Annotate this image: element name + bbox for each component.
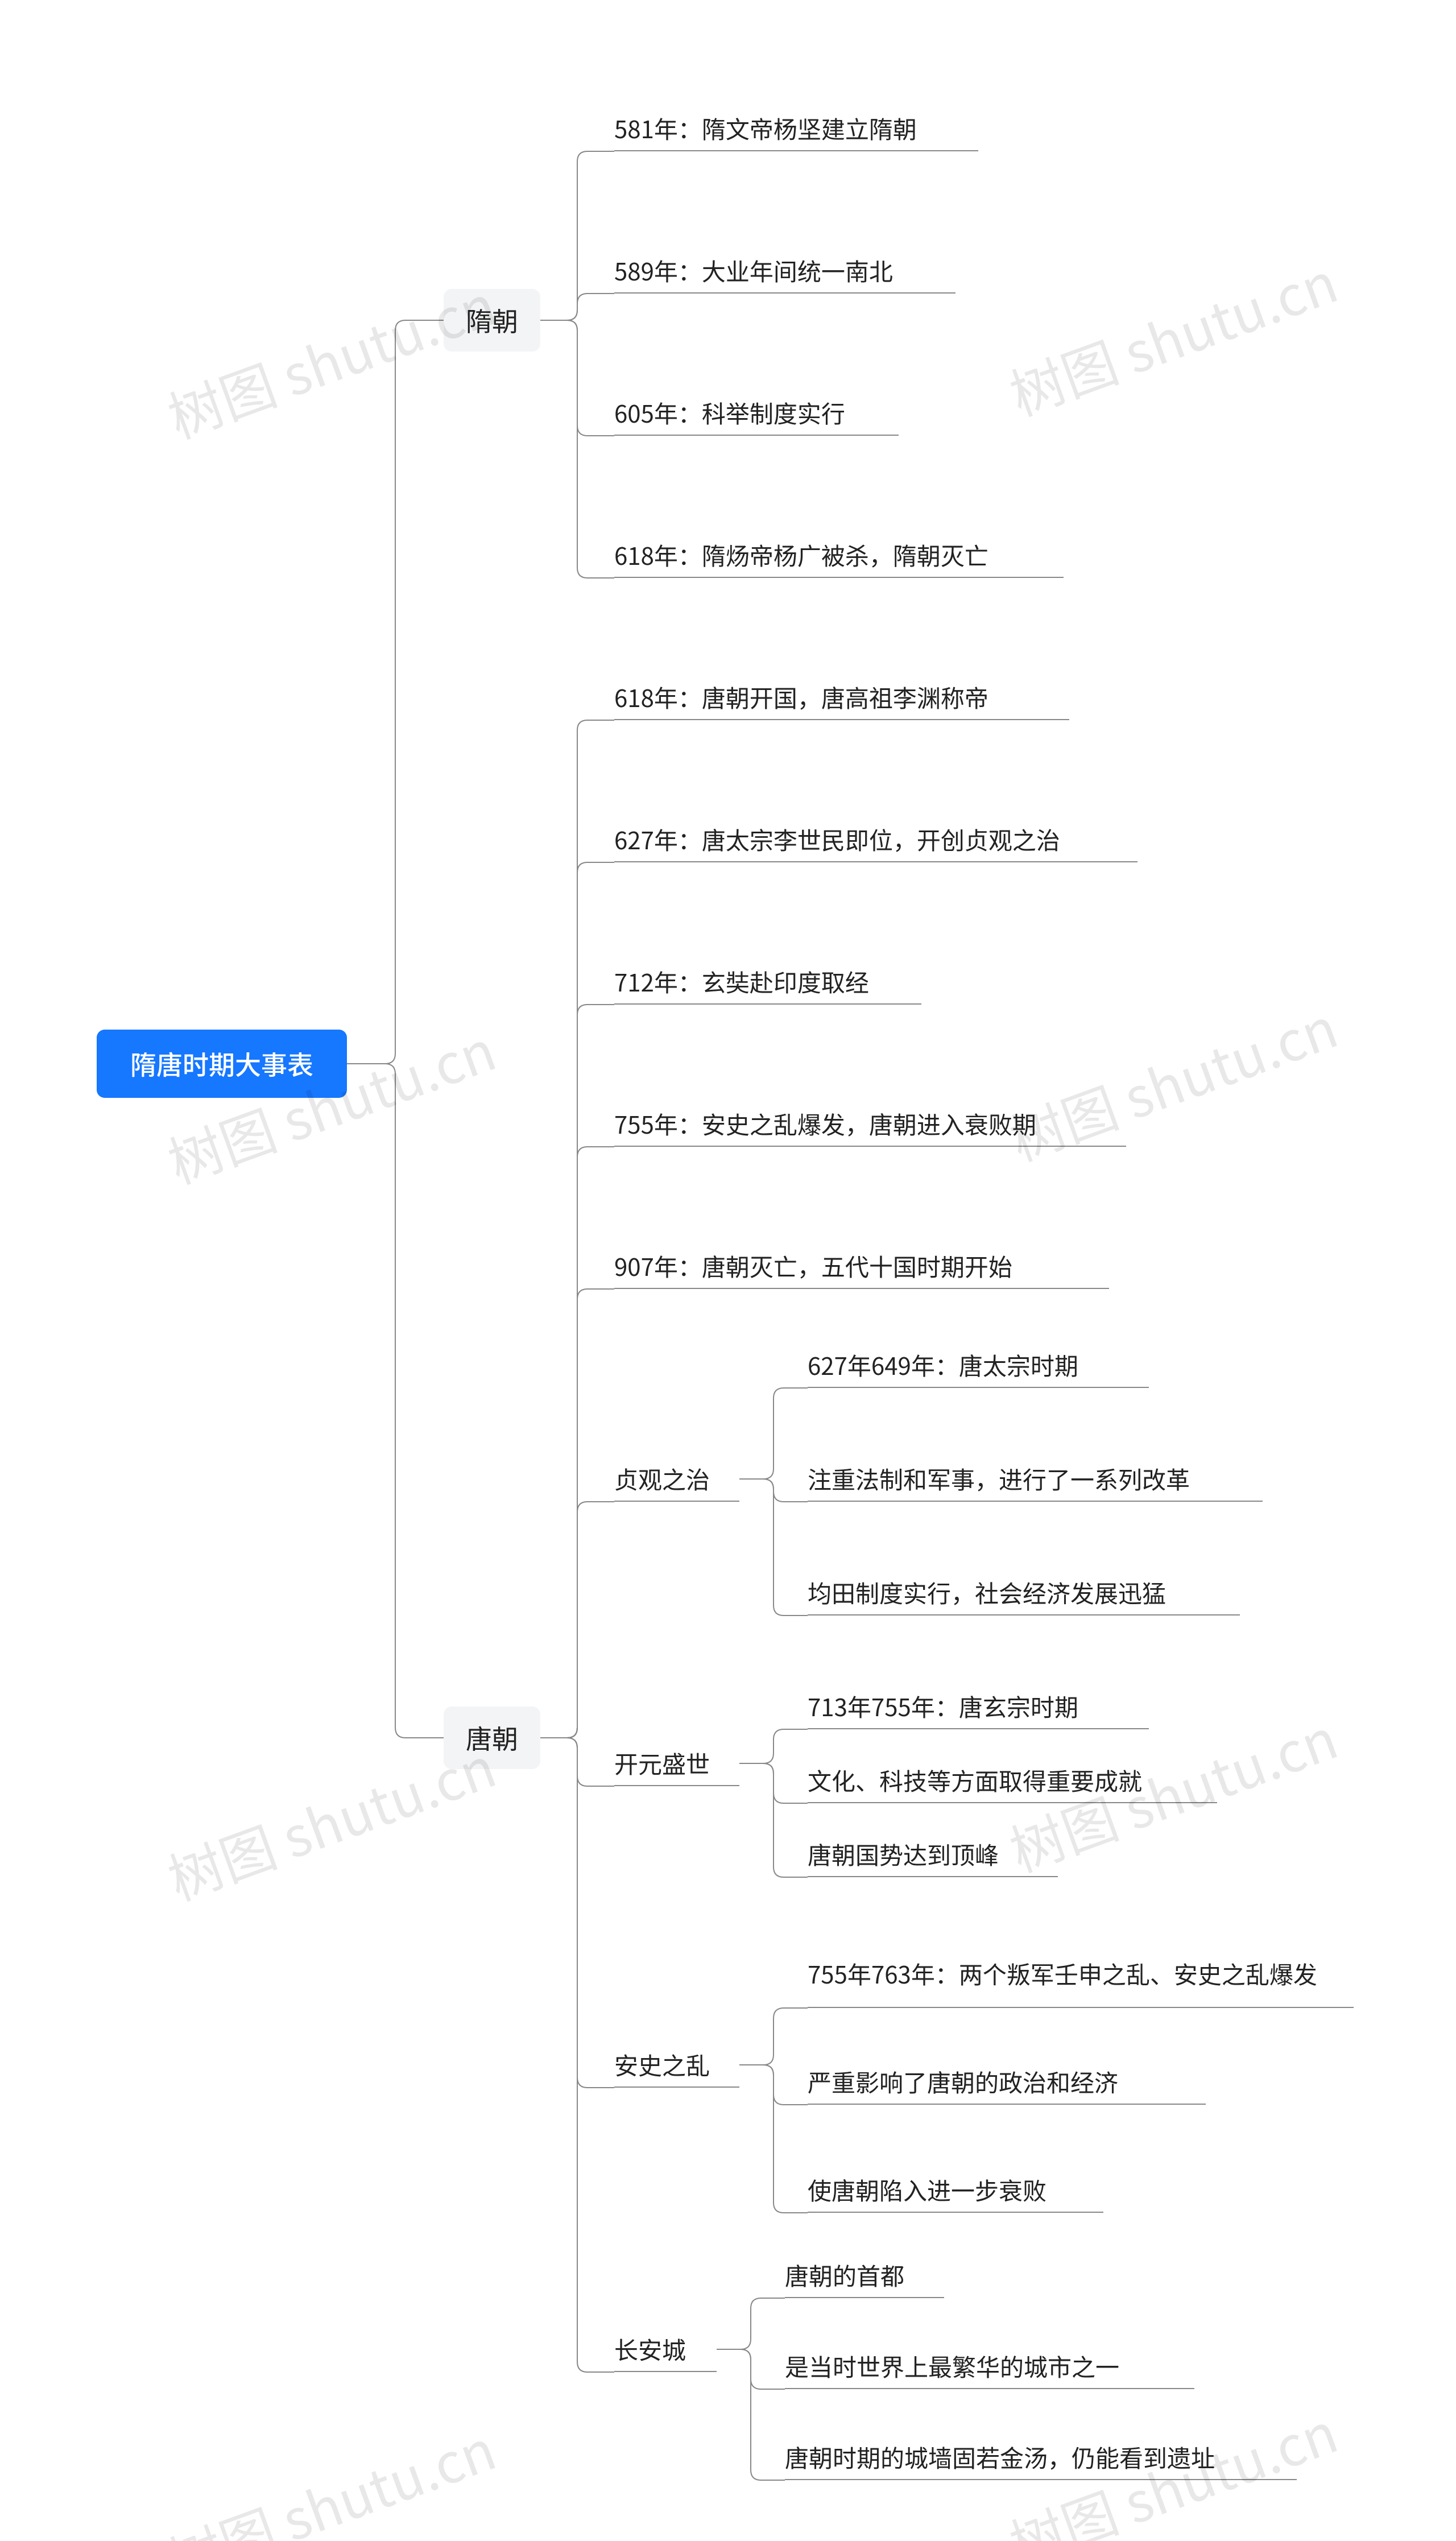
node-label: 唐朝 [466,1719,518,1757]
sub-node-kaiyuan: 开元盛世 [614,1741,739,1786]
leaf-node: 755年763年：两个叛军壬申之乱、安史之乱爆发 [808,1940,1354,2008]
node-label: 618年：唐朝开国，唐高祖李渊称帝 [614,681,988,714]
leaf-node: 使唐朝陷入进一步衰败 [808,2167,1103,2213]
leaf-node: 618年：隋炀帝杨广被杀，隋朝灭亡 [614,532,1064,578]
connector [739,1763,808,1877]
connector [540,320,614,578]
node-label: 开元盛世 [614,1747,710,1780]
node-label: 唐朝时期的城墙固若金汤，仍能看到遗址 [785,2441,1215,2474]
leaf-node: 唐朝国势达到顶峰 [808,1832,1058,1877]
watermark: 树图 shutu.cn [998,985,1347,1176]
node-label: 712年：玄奘赴印度取经 [614,966,869,998]
node-label: 是当时世界上最繁华的城市之一 [785,2350,1119,2383]
leaf-node: 唐朝的首都 [785,2253,944,2298]
sub-node-anshi: 安史之乱 [614,2042,739,2088]
connector [540,1738,614,1786]
node-label: 隋朝 [466,301,518,339]
node-label: 605年：科举制度实行 [614,397,845,429]
node-label: 严重影响了唐朝的政治和经济 [808,2066,1118,2098]
connector [717,2349,785,2480]
node-label: 589年：大业年间统一南北 [614,255,893,287]
node-label: 长安城 [614,2333,686,2366]
leaf-node: 严重影响了唐朝的政治和经济 [808,2059,1206,2105]
watermark: 树图 shutu.cn [156,2407,505,2541]
leaf-node: 713年755年：唐玄宗时期 [808,1684,1149,1729]
leaf-node: 589年：大业年间统一南北 [614,248,956,294]
node-label: 隋唐时期大事表 [130,1045,313,1082]
leaf-node: 712年：玄奘赴印度取经 [614,959,921,1005]
root-node: 隋唐时期大事表 [97,1030,347,1098]
connector [540,151,614,320]
node-label: 618年：隋炀帝杨广被杀，隋朝灭亡 [614,539,988,572]
branch-node-tang: 唐朝 [444,1707,540,1769]
connector [540,320,614,436]
node-label: 唐朝的首都 [785,2259,904,2292]
leaf-node: 627年649年：唐太宗时期 [808,1342,1149,1388]
sub-node-changan: 长安城 [614,2327,717,2372]
leaf-node: 581年：隋文帝杨坚建立隋朝 [614,106,978,151]
connector [739,1479,808,1502]
sub-node-zhenguan: 贞观之治 [614,1456,739,1502]
leaf-node: 605年：科举制度实行 [614,390,899,436]
connector [540,1738,614,2088]
node-label: 均田制度实行，社会经济发展迅猛 [808,1577,1166,1609]
node-label: 627年649年：唐太宗时期 [808,1349,1078,1382]
node-label: 贞观之治 [614,1463,710,1495]
connector [739,1479,808,1616]
branch-node-sui: 隋朝 [444,289,540,352]
connector [739,2065,808,2105]
mindmap-canvas: 隋唐时期大事表 隋朝唐朝 581年：隋文帝杨坚建立隋朝 589年：大业年间统一南北 60… [0,0,1456,2541]
connector [540,1502,614,1738]
leaf-node: 755年：安史之乱爆发，唐朝进入衰败期 [614,1101,1126,1147]
connector [540,862,614,1738]
node-label: 注重法制和军事，进行了一系列改革 [808,1463,1190,1495]
leaf-node: 是当时世界上最繁华的城市之一 [785,2344,1194,2389]
node-label: 755年：安史之乱爆发，唐朝进入衰败期 [614,1108,1036,1141]
connector [540,1005,614,1738]
connector [717,2298,785,2349]
leaf-node: 唐朝时期的城墙固若金汤，仍能看到遗址 [785,2435,1297,2480]
watermark: 树图 shutu.cn [998,239,1347,431]
node-label: 安史之乱 [614,2049,710,2081]
node-label: 627年：唐太宗李世民即位，开创贞观之治 [614,824,1060,856]
leaf-node: 618年：唐朝开国，唐高祖李渊称帝 [614,675,1069,720]
node-label: 581年：隋文帝杨坚建立隋朝 [614,113,917,145]
leaf-node: 627年：唐太宗李世民即位，开创贞观之治 [614,817,1138,862]
connector [540,1738,614,2372]
node-label: 755年763年：两个叛军壬申之乱、安史之乱爆发 [808,1958,1317,1990]
connector [739,2065,808,2213]
connector [540,1289,614,1738]
connector [717,2349,785,2389]
node-label: 使唐朝陷入进一步衰败 [808,2174,1046,2207]
leaf-node: 注重法制和军事，进行了一系列改革 [808,1456,1263,1502]
connector [739,1729,808,1763]
leaf-node: 均田制度实行，社会经济发展迅猛 [808,1570,1240,1616]
connector [540,720,614,1738]
node-label: 907年：唐朝灭亡，五代十国时期开始 [614,1250,1012,1283]
leaf-node: 907年：唐朝灭亡，五代十国时期开始 [614,1243,1109,1289]
connector [540,1147,614,1738]
connector [739,1763,808,1803]
leaf-node: 文化、科技等方面取得重要成就 [808,1758,1217,1803]
connector [347,1064,444,1738]
node-label: 713年755年：唐玄宗时期 [808,1691,1078,1723]
node-label: 唐朝国势达到顶峰 [808,1838,999,1871]
connector [540,294,614,320]
connector [347,320,444,1064]
node-label: 文化、科技等方面取得重要成就 [808,1765,1142,1797]
connector [739,1388,808,1479]
connector [739,2008,808,2065]
